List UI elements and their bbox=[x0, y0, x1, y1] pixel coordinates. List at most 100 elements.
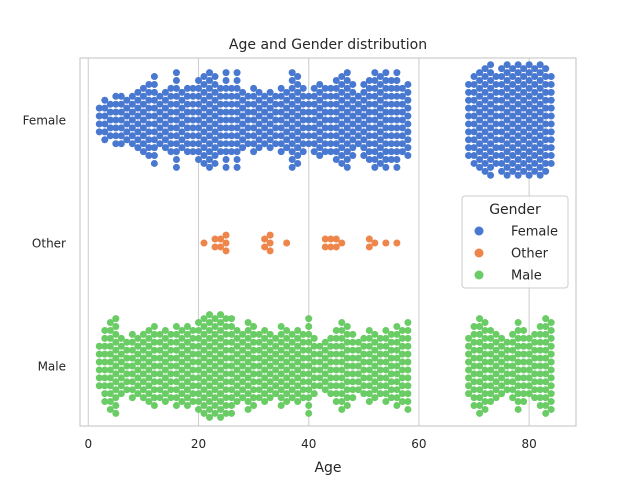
data-point-male bbox=[514, 319, 522, 327]
data-point-female bbox=[520, 120, 528, 128]
data-point-male bbox=[299, 378, 307, 386]
data-point-male bbox=[172, 386, 180, 394]
data-point-female bbox=[128, 140, 136, 148]
data-point-female bbox=[139, 124, 147, 132]
data-point-male bbox=[277, 378, 285, 386]
data-point-female bbox=[244, 100, 252, 108]
data-point-female bbox=[167, 116, 175, 124]
data-point-other bbox=[365, 243, 373, 251]
data-point-male bbox=[112, 354, 120, 362]
data-point-female bbox=[139, 92, 147, 100]
data-point-female bbox=[172, 132, 180, 140]
data-point-male bbox=[217, 358, 225, 366]
data-point-male bbox=[492, 354, 500, 362]
data-point-female bbox=[332, 77, 340, 84]
data-point-male bbox=[327, 374, 335, 382]
data-point-female bbox=[112, 116, 120, 124]
data-point-female bbox=[194, 148, 202, 156]
data-point-male bbox=[217, 319, 225, 327]
data-point-female bbox=[150, 120, 158, 128]
data-point-female bbox=[194, 140, 202, 148]
data-point-female bbox=[365, 124, 373, 132]
data-point-male bbox=[299, 394, 307, 402]
data-point-female bbox=[503, 156, 511, 163]
data-point-male bbox=[200, 370, 208, 378]
data-point-female bbox=[266, 104, 274, 112]
data-point-female bbox=[382, 163, 390, 171]
data-point-female bbox=[365, 148, 373, 156]
data-point-male bbox=[272, 366, 280, 374]
data-point-male bbox=[222, 354, 230, 362]
data-point-male bbox=[106, 350, 114, 358]
data-point-male bbox=[487, 350, 495, 358]
data-point-male bbox=[228, 315, 236, 323]
data-point-female bbox=[371, 148, 379, 156]
data-point-female bbox=[145, 104, 153, 112]
data-point-female bbox=[393, 77, 401, 84]
data-point-male bbox=[183, 386, 191, 394]
data-point-male bbox=[520, 374, 528, 382]
data-point-female bbox=[509, 112, 517, 120]
data-point-male bbox=[525, 358, 533, 366]
data-point-male bbox=[520, 342, 528, 350]
data-point-female bbox=[156, 116, 164, 124]
data-point-male bbox=[321, 338, 329, 346]
data-point-male bbox=[305, 330, 313, 338]
data-point-female bbox=[531, 120, 539, 128]
data-point-female bbox=[228, 92, 236, 100]
data-point-male bbox=[150, 323, 158, 330]
data-point-female bbox=[233, 77, 241, 84]
data-point-female bbox=[509, 159, 517, 167]
data-point-female bbox=[222, 116, 230, 124]
data-point-male bbox=[150, 338, 158, 346]
data-point-female bbox=[206, 84, 214, 92]
data-point-female bbox=[393, 148, 401, 156]
data-point-male bbox=[398, 358, 406, 366]
data-point-female bbox=[487, 171, 495, 179]
data-point-male bbox=[206, 382, 214, 390]
data-point-male bbox=[128, 378, 136, 386]
data-point-male bbox=[338, 374, 346, 382]
data-point-female bbox=[250, 84, 258, 92]
data-point-female bbox=[481, 88, 489, 96]
data-point-male bbox=[134, 374, 142, 382]
data-point-female bbox=[123, 104, 131, 112]
data-point-female bbox=[365, 77, 373, 84]
data-point-male bbox=[161, 398, 169, 406]
data-point-female bbox=[194, 84, 202, 92]
data-point-male bbox=[272, 390, 280, 398]
data-point-male bbox=[222, 409, 230, 417]
data-point-female bbox=[525, 148, 533, 156]
data-point-male bbox=[294, 334, 302, 342]
data-point-female bbox=[365, 84, 373, 92]
data-point-female bbox=[244, 140, 252, 148]
data-point-male bbox=[509, 386, 517, 394]
data-point-female bbox=[547, 104, 555, 112]
data-point-male bbox=[398, 342, 406, 350]
data-point-male bbox=[261, 334, 269, 342]
data-point-female bbox=[531, 152, 539, 160]
data-point-male bbox=[294, 382, 302, 390]
data-point-male bbox=[371, 354, 379, 362]
data-point-female bbox=[354, 124, 362, 132]
data-point-male bbox=[178, 366, 186, 374]
data-point-male bbox=[244, 319, 252, 327]
data-point-female bbox=[310, 132, 318, 140]
data-point-male bbox=[321, 346, 329, 354]
data-point-female bbox=[255, 96, 263, 104]
data-point-female bbox=[531, 65, 539, 73]
data-point-female bbox=[542, 144, 550, 152]
data-point-female bbox=[228, 148, 236, 156]
data-point-female bbox=[487, 156, 495, 163]
data-point-male bbox=[365, 382, 373, 390]
data-point-female bbox=[211, 88, 219, 96]
data-point-female bbox=[498, 167, 506, 175]
data-point-female bbox=[222, 92, 230, 100]
data-point-female bbox=[156, 100, 164, 108]
data-point-female bbox=[404, 96, 412, 104]
data-point-male bbox=[255, 386, 263, 394]
data-point-male bbox=[470, 362, 478, 370]
data-point-female bbox=[167, 108, 175, 116]
